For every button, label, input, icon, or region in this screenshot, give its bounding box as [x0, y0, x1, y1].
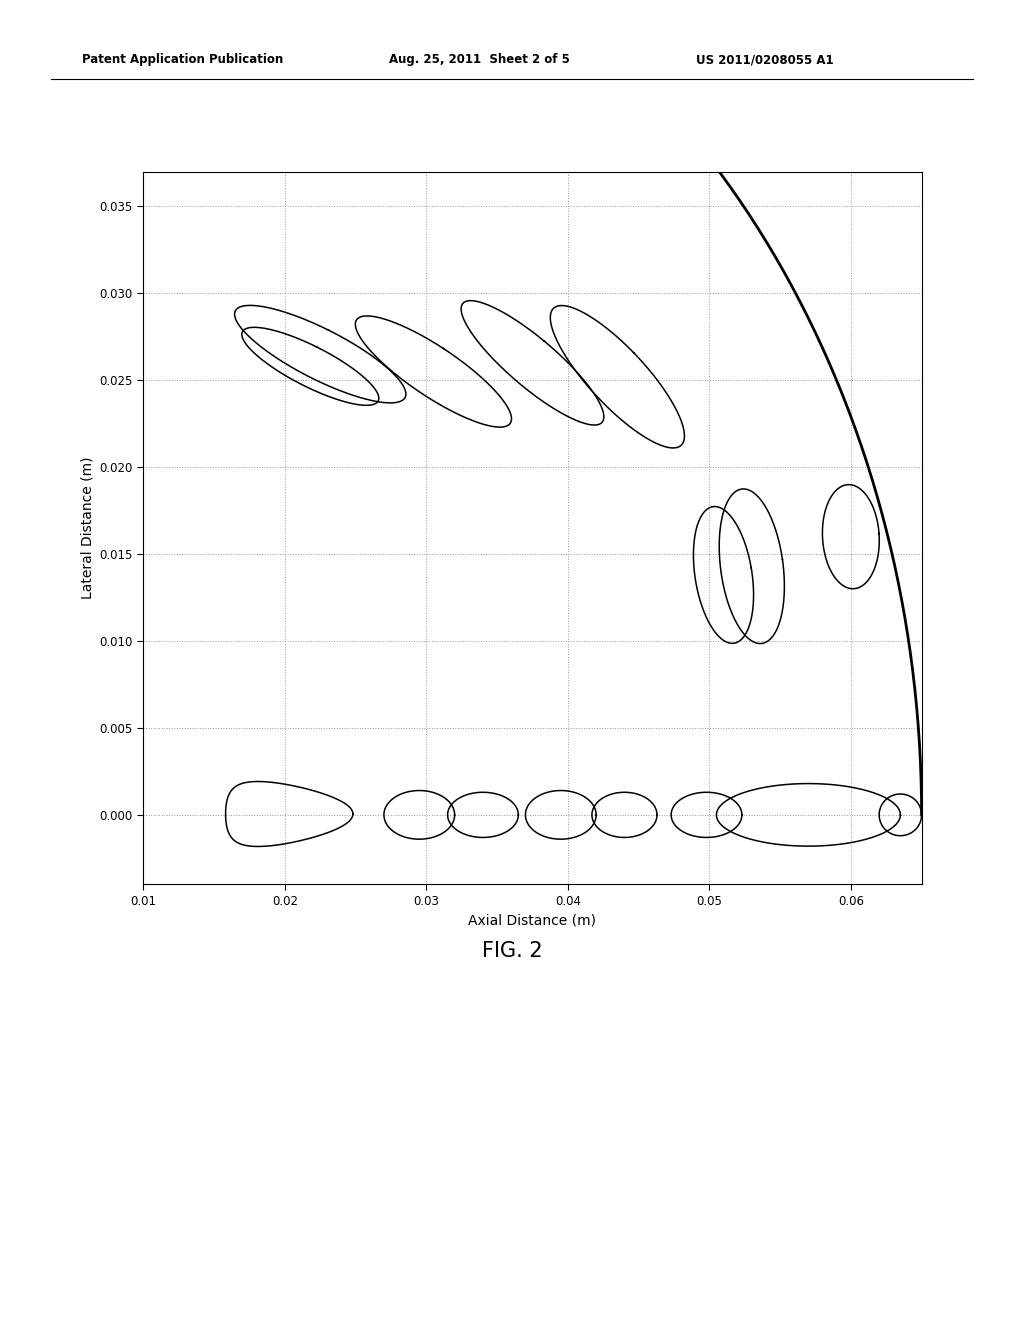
Text: Aug. 25, 2011  Sheet 2 of 5: Aug. 25, 2011 Sheet 2 of 5 — [389, 53, 570, 66]
Y-axis label: Lateral Distance (m): Lateral Distance (m) — [80, 457, 94, 599]
Text: US 2011/0208055 A1: US 2011/0208055 A1 — [696, 53, 834, 66]
Text: Patent Application Publication: Patent Application Publication — [82, 53, 284, 66]
X-axis label: Axial Distance (m): Axial Distance (m) — [469, 913, 596, 928]
Text: FIG. 2: FIG. 2 — [481, 941, 543, 961]
